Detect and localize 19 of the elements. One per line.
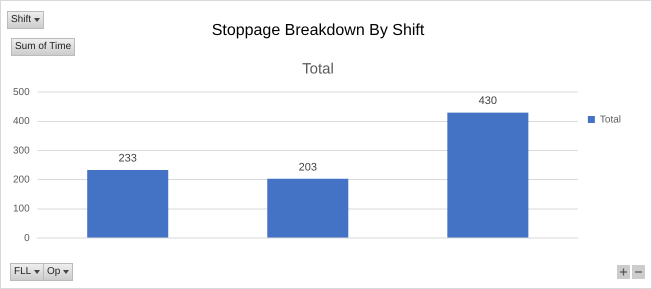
y-tick-label: 400 [12,116,30,128]
data-label: 430 [478,95,498,108]
bar [87,170,168,238]
data-label: 233 [118,152,137,165]
y-tick-label: 0 [24,232,30,244]
y-tick-label: 200 [12,174,30,186]
text: Op [47,265,60,279]
bar [267,178,348,238]
chart-subtitle: Total [302,60,334,78]
y-tick-label: 100 [12,204,30,215]
text: Shift [11,13,32,27]
y-tick-label: 500 [12,86,30,98]
bar [447,112,528,238]
text: FLL [14,265,32,279]
text: Sum of Time [15,40,72,54]
legend-label: Total [600,114,621,126]
y-tick-label: 300 [12,145,30,156]
data-label: 203 [298,161,317,174]
chart-title: Stoppage Breakdown By Shift [212,22,425,40]
